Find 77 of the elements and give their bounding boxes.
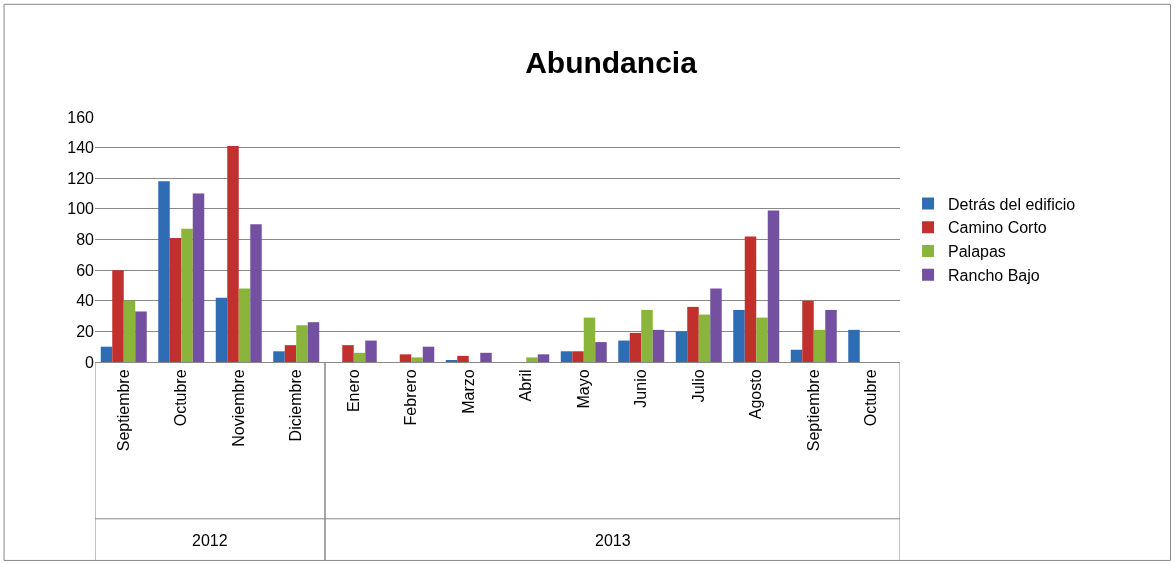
- legend-label: Detrás del edificio: [948, 195, 1076, 213]
- y-tick-label: 140: [67, 139, 95, 157]
- bar: [169, 237, 182, 362]
- bar: [411, 357, 423, 362]
- bar: [215, 297, 228, 362]
- x-tick-label: Septiembre: [114, 369, 132, 452]
- x-tick-label: Abril: [517, 369, 535, 402]
- bar: [583, 317, 596, 362]
- bar: [756, 317, 768, 362]
- x-tick-label: Septiembre: [804, 369, 822, 452]
- bar: [365, 340, 377, 362]
- bar: [135, 311, 147, 362]
- bar: [480, 352, 492, 362]
- x-tick-label: Junio: [632, 369, 650, 408]
- bar: [802, 300, 814, 362]
- text: 2012: [192, 532, 228, 549]
- bar: [698, 314, 711, 362]
- y-tick-label: 120: [67, 169, 95, 187]
- bar: [572, 351, 584, 362]
- y-tick-label: 60: [76, 261, 95, 279]
- y-tick-label: 20: [76, 322, 95, 340]
- bar: [733, 309, 745, 362]
- bar: [767, 210, 780, 362]
- bar: [112, 270, 124, 362]
- bar: [342, 345, 354, 362]
- bar: [537, 354, 550, 362]
- legend-label: Camino Corto: [948, 219, 1047, 237]
- x-tick-label: Enero: [344, 369, 362, 413]
- bar: [100, 346, 113, 362]
- bar: [296, 325, 308, 362]
- x-tick-label: Diciembre: [287, 369, 305, 442]
- bar: [284, 345, 297, 362]
- bar: [422, 346, 435, 362]
- bar: [238, 288, 251, 362]
- y-tick-label: 80: [76, 231, 95, 249]
- bar: [526, 357, 538, 362]
- y-tick-label: 160: [67, 108, 95, 126]
- bar: [123, 300, 136, 362]
- bar: [595, 342, 607, 362]
- bar: [813, 329, 826, 362]
- bar: [618, 340, 630, 362]
- bar: [560, 351, 573, 362]
- bar: [181, 228, 193, 362]
- x-tick-label: Marzo: [459, 369, 477, 414]
- x-tick-label: Octubre: [862, 369, 880, 427]
- bar: [825, 309, 837, 362]
- bar: [250, 224, 262, 362]
- bar: [848, 329, 860, 362]
- bar: [744, 236, 757, 362]
- x-tick-label: Agosto: [747, 369, 765, 420]
- bar: [399, 354, 412, 362]
- bar: [675, 331, 688, 362]
- text: 2013: [595, 532, 631, 549]
- bar: [457, 355, 469, 362]
- x-tick-label: Febrero: [402, 369, 420, 426]
- chart-title: Abundancia: [525, 45, 698, 79]
- y-tick-label: 40: [76, 292, 95, 310]
- legend-label: Palapas: [948, 243, 1006, 261]
- y-tick-label: 100: [67, 200, 95, 218]
- bar: [273, 351, 285, 362]
- y-tick-label: 0: [85, 353, 95, 371]
- x-tick-label: Julio: [689, 369, 707, 403]
- legend-label: Rancho Bajo: [948, 267, 1040, 285]
- x-tick-label: Noviembre: [229, 369, 247, 447]
- bar: [790, 349, 803, 362]
- bar: [227, 146, 239, 362]
- bar: [641, 309, 653, 362]
- bar: [307, 322, 320, 362]
- x-tick-label: Octubre: [172, 369, 190, 427]
- bar: [652, 329, 665, 362]
- bar: [192, 193, 205, 362]
- bar: [629, 332, 642, 362]
- bar: [710, 288, 722, 362]
- x-tick-label: Mayo: [574, 369, 592, 409]
- bar: [353, 352, 366, 362]
- bar: [687, 306, 699, 362]
- bar: [158, 181, 170, 362]
